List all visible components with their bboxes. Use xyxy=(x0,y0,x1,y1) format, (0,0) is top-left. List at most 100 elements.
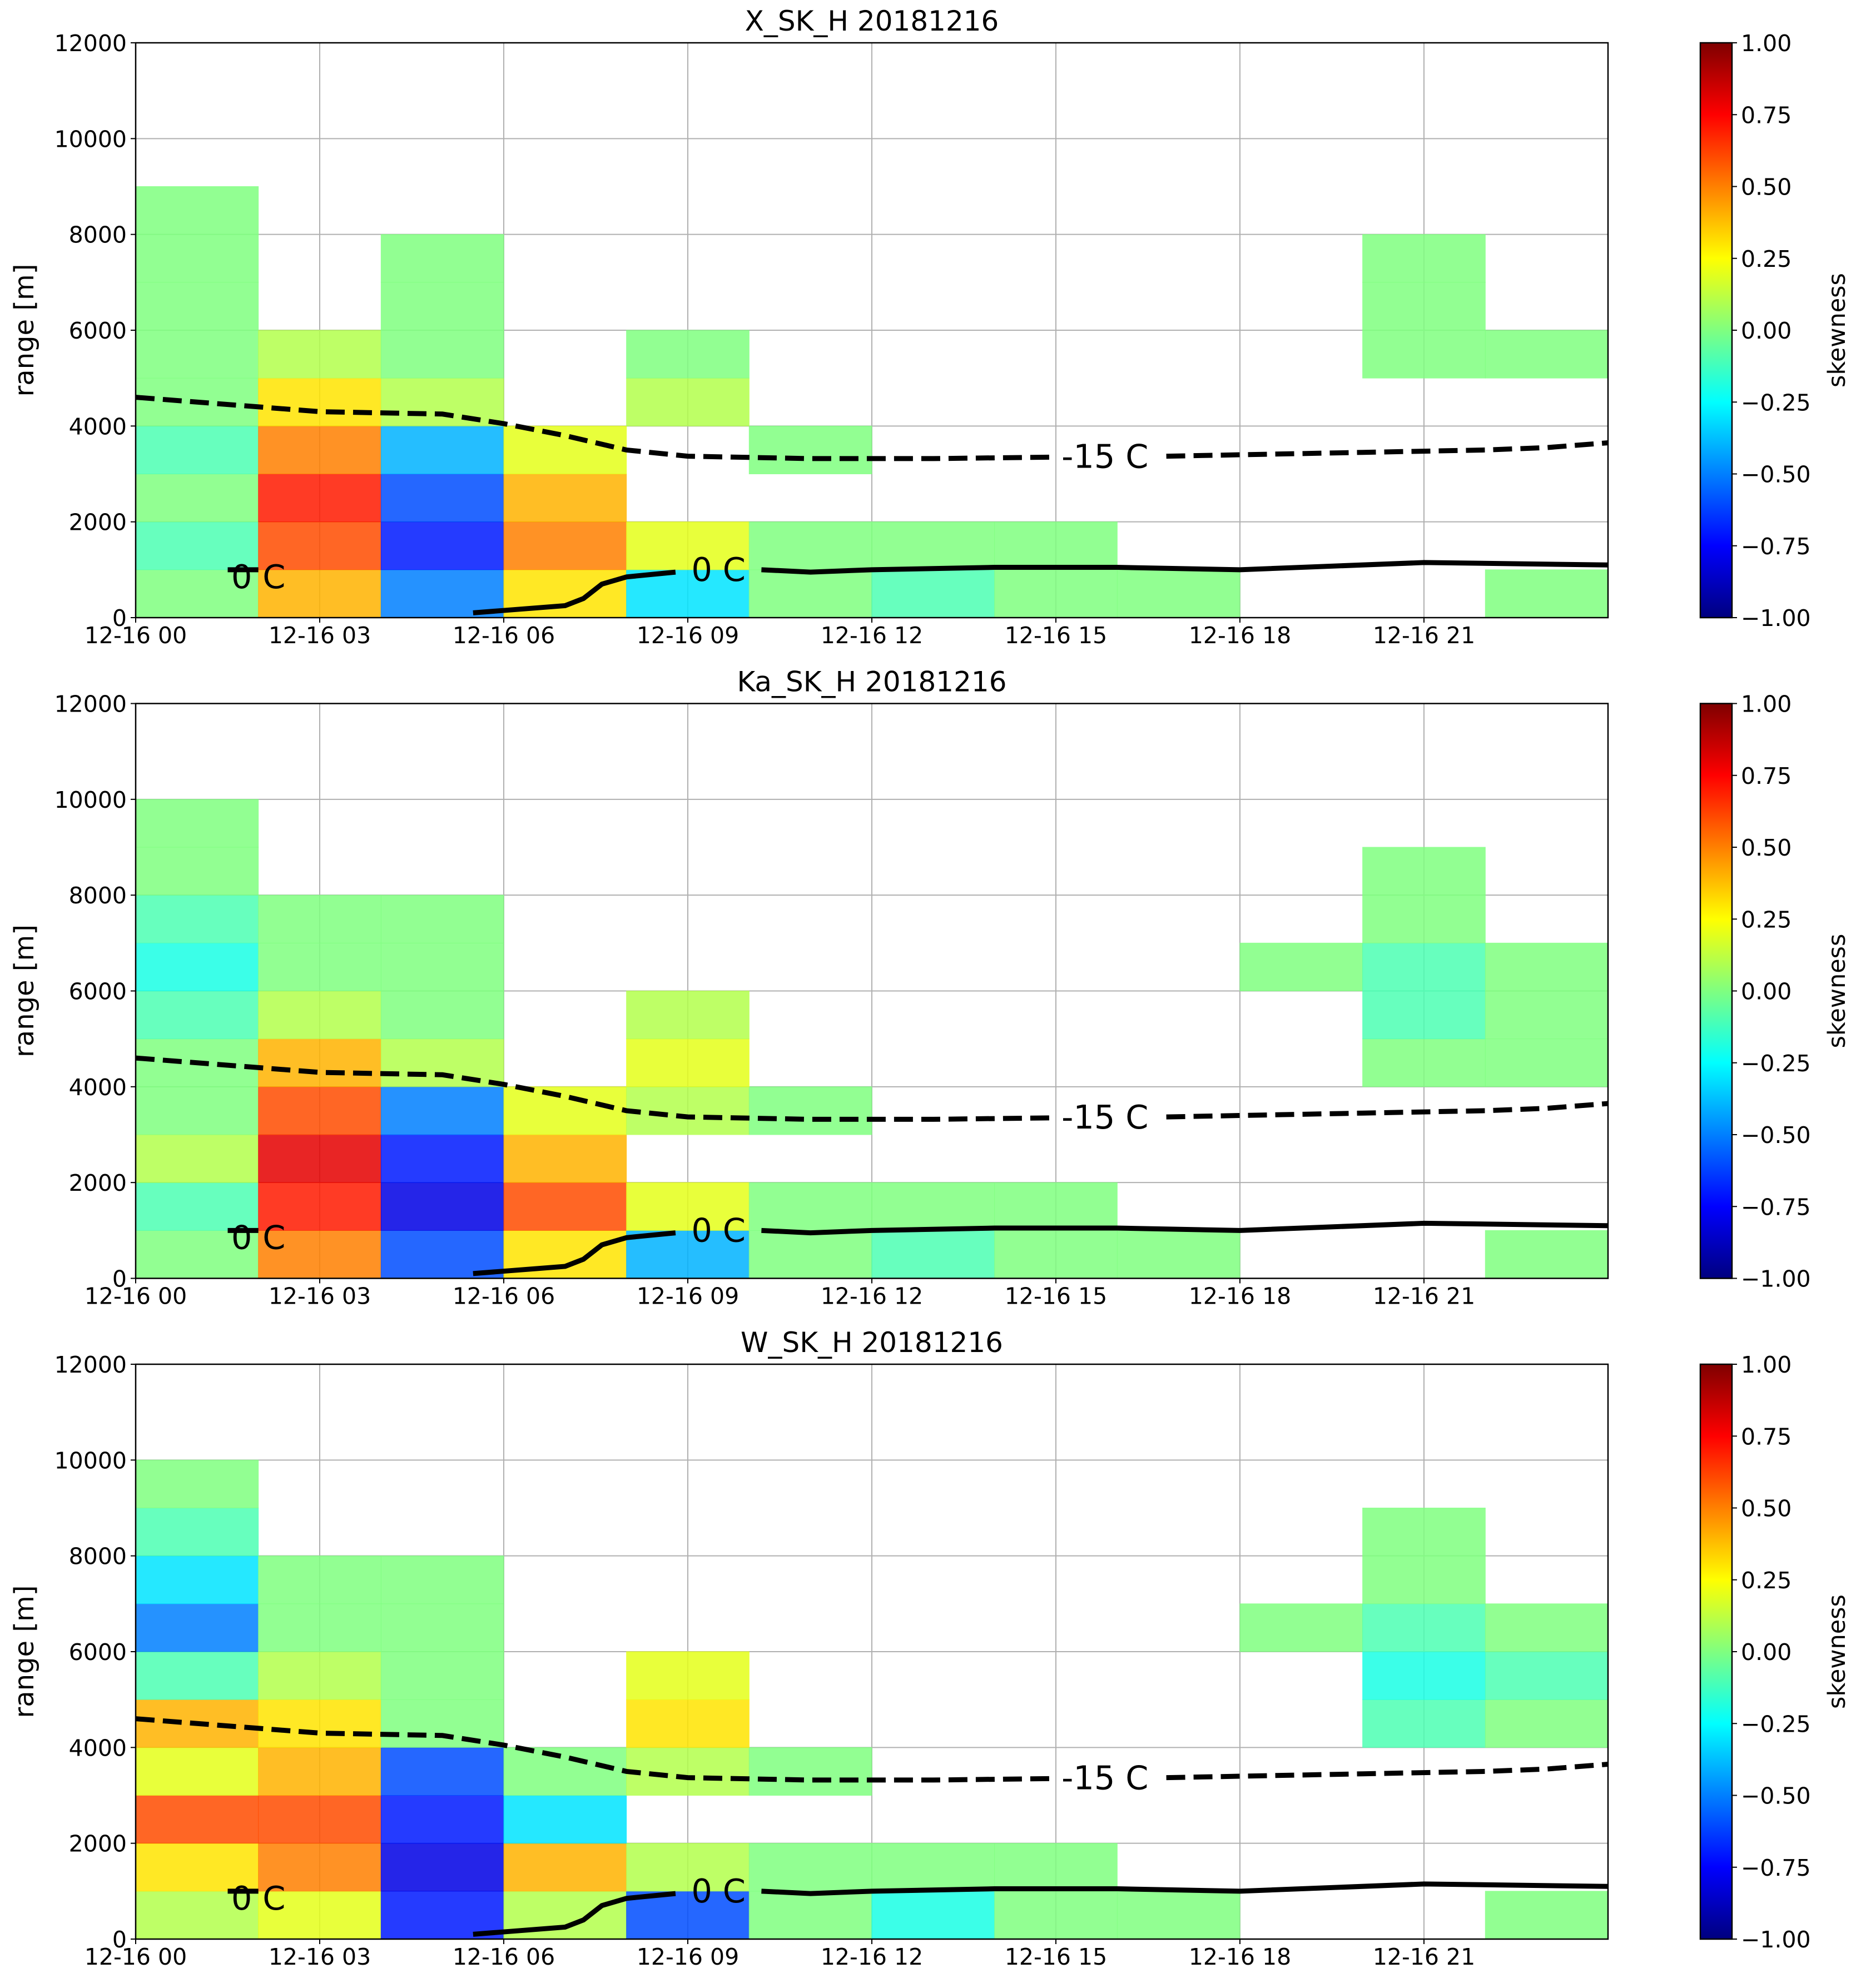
y-tick-label: 2000 xyxy=(69,1831,127,1857)
field-cell xyxy=(748,425,872,474)
field-cell xyxy=(1116,569,1240,618)
y-tick-label: 10000 xyxy=(54,787,127,813)
colorbar-tick-label: 0.25 xyxy=(1741,1567,1791,1594)
field-cell xyxy=(626,991,750,1040)
field-cell xyxy=(380,991,504,1040)
field-cell xyxy=(135,569,259,618)
field-cell xyxy=(1362,282,1486,331)
x-tick-label: 12-16 21 xyxy=(1373,1944,1475,1970)
y-tick-label: 8000 xyxy=(69,222,127,248)
field-cell xyxy=(1485,942,1609,992)
field-cell xyxy=(380,1086,504,1135)
field-cell xyxy=(748,1843,872,1892)
x-tick-label: 12-16 06 xyxy=(453,622,555,649)
isotherm-label: -15 C xyxy=(1061,1098,1148,1136)
x-tick-label: 12-16 12 xyxy=(821,1944,923,1970)
field-cell xyxy=(871,1891,995,1940)
field-cell xyxy=(1485,569,1609,618)
field-cell xyxy=(135,1459,259,1508)
x-tick-label: 12-16 15 xyxy=(1005,1944,1107,1970)
field-cell xyxy=(258,942,381,992)
field-cell xyxy=(258,1086,381,1135)
field-cell xyxy=(135,474,259,523)
field-cell xyxy=(1362,1508,1486,1557)
field-cell xyxy=(1485,1038,1609,1087)
y-axis-label: range [m] xyxy=(9,1585,40,1718)
field-cell xyxy=(1485,1230,1609,1279)
x-tick-label: 12-16 03 xyxy=(269,1944,371,1970)
field-cell xyxy=(258,1134,381,1183)
colorbar-tick-label: −0.50 xyxy=(1741,1122,1811,1149)
y-tick-label: 2000 xyxy=(69,1170,127,1196)
y-tick-label: 6000 xyxy=(69,1639,127,1666)
field-cell xyxy=(135,1230,259,1279)
field-cell xyxy=(258,521,381,570)
field-cell xyxy=(626,1086,750,1135)
field-cell xyxy=(135,1651,259,1700)
field-cell xyxy=(380,1795,504,1844)
x-tick-label: 12-16 00 xyxy=(85,1944,187,1970)
colorbar-tick-label: 0.75 xyxy=(1741,102,1791,128)
field-cell xyxy=(626,521,750,570)
colorbar-tick-label: 0.25 xyxy=(1741,906,1791,933)
field-cell xyxy=(1116,1891,1240,1940)
colorbar xyxy=(1699,42,1733,619)
colorbar-tick-label: 0.50 xyxy=(1741,1495,1791,1522)
field-cell xyxy=(380,1699,504,1748)
field-cell xyxy=(748,1182,872,1231)
field-cell xyxy=(258,1182,381,1231)
y-tick-label: 2000 xyxy=(69,509,127,536)
field-cell xyxy=(1362,1038,1486,1087)
field-cell xyxy=(1485,991,1609,1040)
field-cell xyxy=(748,1891,872,1940)
colorbar-label: skewness xyxy=(1823,1594,1851,1709)
field-cell xyxy=(1362,1555,1486,1604)
field-cell xyxy=(380,942,504,992)
panel: X_SK_H 20181216 range [m] 12-16 00 12-16 03… xyxy=(9,5,1851,649)
isotherm-line xyxy=(135,395,1609,461)
field-cell xyxy=(994,521,1118,570)
field-cell xyxy=(258,991,381,1040)
field-cell xyxy=(258,1747,381,1796)
colorbar-tick-label: 0.25 xyxy=(1741,246,1791,272)
isotherm-line xyxy=(227,1881,1609,1937)
field-cell xyxy=(1239,942,1363,992)
field-cell xyxy=(258,1651,381,1700)
field-cell xyxy=(626,1699,750,1748)
field-cell xyxy=(380,282,504,331)
x-tick-label: 12-16 12 xyxy=(821,1283,923,1310)
field-cell xyxy=(380,377,504,426)
field-cell xyxy=(380,1843,504,1892)
x-tick-label: 12-16 15 xyxy=(1005,1283,1107,1310)
colorbar-tick-label: 0.00 xyxy=(1741,1639,1791,1666)
field-cell xyxy=(135,991,259,1040)
isotherm-line xyxy=(227,560,1609,615)
y-tick-label: 4000 xyxy=(69,413,127,440)
isotherm-label: -15 C xyxy=(1061,1758,1148,1797)
y-tick-label: 6000 xyxy=(69,317,127,344)
field-cell xyxy=(626,1843,750,1892)
field-cell xyxy=(380,425,504,474)
field-cell xyxy=(1485,1603,1609,1652)
field-cell xyxy=(994,569,1118,618)
field-cell xyxy=(135,1086,259,1135)
field-cell xyxy=(626,1891,750,1940)
colorbar-tick-label: −0.50 xyxy=(1741,1783,1811,1810)
field-cell xyxy=(258,330,381,379)
field-cell xyxy=(258,377,381,426)
isotherm-line xyxy=(135,1055,1609,1122)
isotherm-line xyxy=(135,1716,1609,1783)
colorbar-tick-label: 0.50 xyxy=(1741,174,1791,201)
field-cell xyxy=(503,474,627,523)
field-cell xyxy=(380,1182,504,1231)
field-cell xyxy=(258,1843,381,1892)
x-tick-label: 12-16 21 xyxy=(1373,622,1475,649)
x-tick-label: 12-16 03 xyxy=(269,622,371,649)
y-tick-label: 4000 xyxy=(69,1734,127,1761)
x-tick-label: 12-16 09 xyxy=(637,622,739,649)
field-cell xyxy=(258,1230,381,1279)
field-cell xyxy=(1362,1651,1486,1700)
field-cell xyxy=(1362,942,1486,992)
field-cell xyxy=(380,1747,504,1796)
